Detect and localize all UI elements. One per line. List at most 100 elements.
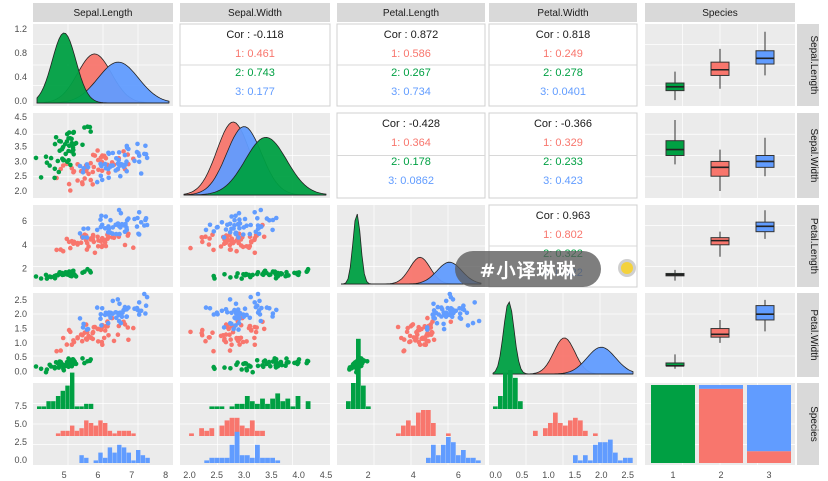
scatter-point (99, 213, 104, 219)
scatter-point (295, 361, 300, 367)
scatter-point (284, 356, 289, 361)
histogram-bar (117, 430, 122, 436)
scatter-point (262, 358, 268, 363)
row-strip-label: Petal.Width (808, 309, 819, 360)
scatter-point (110, 150, 116, 156)
scatter-point (67, 360, 73, 366)
scatter-point (124, 218, 130, 223)
scatter-point (103, 214, 109, 219)
scatter-point (52, 166, 58, 172)
scatter-point (71, 358, 76, 363)
histogram-bar (493, 406, 498, 409)
scatter-point (144, 294, 150, 300)
histogram-bar (103, 423, 108, 436)
x-tick-label: 1.0 (542, 470, 555, 480)
column-strip (180, 3, 330, 22)
x-tick-label: 3 (766, 470, 771, 480)
correlation-group-3: 3: 0.734 (391, 86, 431, 98)
histogram-bar (214, 457, 220, 463)
scatter-point (432, 311, 437, 317)
scatter-point (95, 244, 101, 249)
scatter-point (99, 168, 105, 173)
y-tick-label: 0.0 (14, 96, 27, 106)
x-tick-label: 4 (411, 470, 416, 480)
boxplot-box (710, 61, 730, 76)
scatter-point (71, 147, 76, 153)
scatter-point (110, 225, 116, 230)
scatter-point (215, 312, 220, 317)
scatter-point (258, 207, 264, 213)
scatter-point (106, 229, 111, 234)
scatter-point (53, 273, 59, 278)
scatter-point (132, 158, 137, 164)
scatter-point (102, 161, 108, 167)
scatter-point (75, 242, 80, 247)
scatter-point (68, 245, 73, 251)
correlation-group-2: 2: 0.233 (543, 156, 583, 168)
scatter-point (33, 364, 39, 369)
histogram-bar (79, 455, 84, 463)
scatter-point (136, 312, 142, 317)
histogram-bar (573, 417, 578, 436)
histogram-bar (74, 406, 80, 409)
scatter-point (448, 319, 454, 325)
histogram-bar (84, 457, 89, 463)
scatter-point (82, 360, 87, 366)
panel-0-3 (488, 23, 638, 107)
scatter-point (252, 300, 257, 305)
scatter-point (77, 231, 83, 236)
scatter-point (65, 159, 70, 165)
scatter-point (99, 323, 104, 328)
scatter-point (244, 368, 250, 373)
scatter-point (124, 143, 130, 149)
scatter-point (207, 335, 212, 340)
histogram-bar (416, 412, 421, 436)
scatter-point (54, 247, 59, 253)
y-tick-label: 1.2 (14, 24, 27, 34)
y-tick-label: 3.5 (14, 142, 27, 152)
scatter-point (95, 157, 101, 163)
scatter-point (105, 166, 111, 172)
scatter-point (278, 359, 284, 365)
scatter-point (247, 324, 253, 329)
scatter-point (54, 348, 59, 354)
scatter-point (425, 330, 430, 336)
scatter-point (228, 275, 233, 280)
scatter-point (227, 297, 233, 302)
correlation-group-3: 3: 0.0401 (540, 86, 586, 98)
scatter-point (115, 221, 121, 227)
histogram-bar (249, 457, 255, 463)
histogram-bar (436, 455, 441, 463)
histogram-bar (583, 430, 588, 436)
histogram-bar (189, 433, 194, 436)
y-tick-label: 0.4 (14, 72, 27, 82)
scatter-point (233, 213, 238, 219)
histogram-bar (563, 425, 568, 436)
scatter-point (73, 361, 79, 367)
histogram-bar (229, 406, 235, 409)
histogram-bar (553, 412, 558, 436)
scatter-point (241, 232, 246, 237)
histogram-bar (255, 444, 260, 463)
histogram-bar (608, 439, 613, 463)
scatter-point (80, 170, 86, 175)
scatter-point (222, 365, 227, 370)
scatter-point (211, 273, 216, 279)
scatter-point (105, 236, 110, 241)
scatter-point (66, 239, 72, 245)
scatter-point (236, 327, 241, 332)
scatter-point (436, 312, 442, 317)
density-2 (340, 213, 481, 285)
histogram-bar (401, 425, 406, 436)
scatter-point (240, 339, 246, 345)
histogram-bar (431, 423, 436, 436)
scatter-point (231, 226, 236, 231)
scatter-point (95, 234, 100, 240)
histogram-bar (280, 401, 286, 409)
scatter-point (58, 348, 63, 353)
histogram-bar (456, 455, 461, 463)
scatter-point (96, 238, 101, 243)
histogram-bar (93, 460, 98, 463)
scatter-point (252, 342, 258, 348)
scatter-point (99, 339, 105, 345)
